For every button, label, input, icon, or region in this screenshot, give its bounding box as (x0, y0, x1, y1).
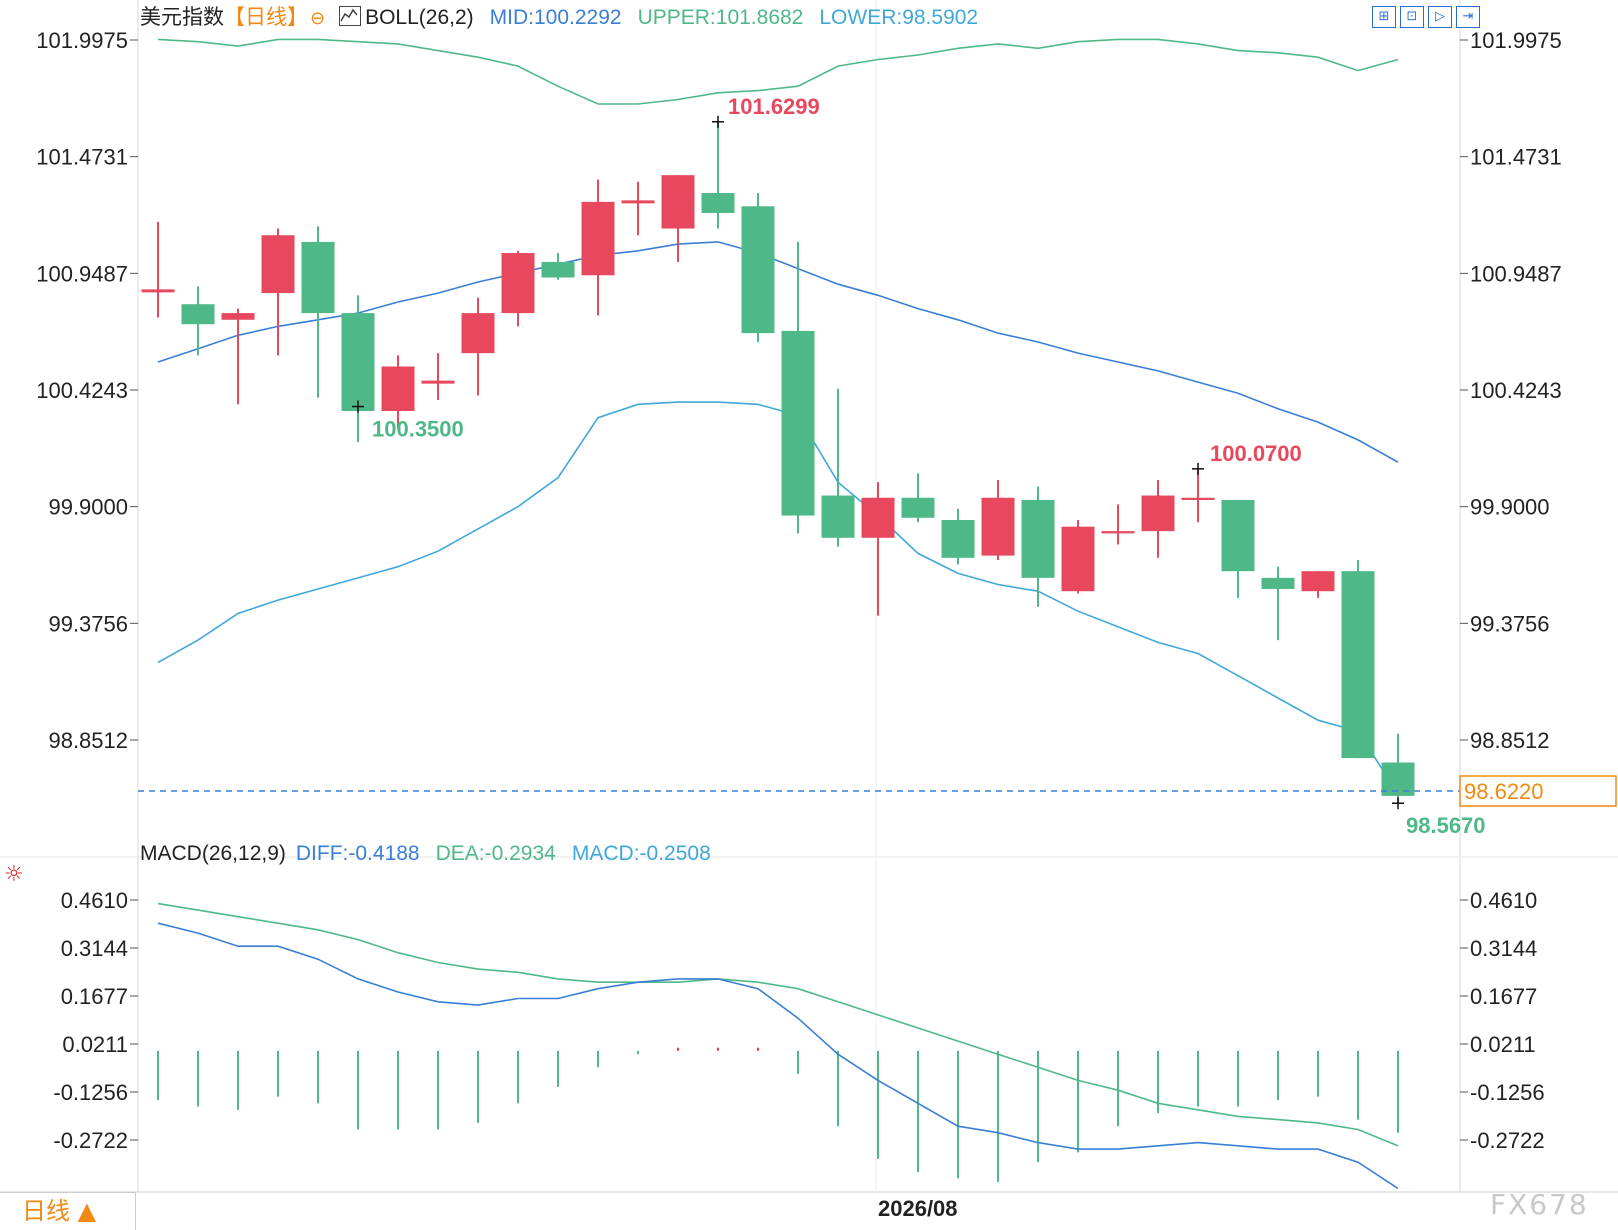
candle-body (1141, 495, 1175, 532)
macd-y-axis: 0.4610 0.4610 0.3144 0.3144 0.1677 0.1677 0.02… (53, 888, 1544, 1153)
candle-body (1381, 762, 1415, 796)
last-price-tag (1459, 775, 1617, 807)
candle-body (581, 201, 615, 276)
y-tick-label: -0.1256 (1470, 1080, 1545, 1105)
y-tick-label: 0.4610 (61, 888, 128, 913)
chart-frame (0, 0, 1618, 1193)
y-tick-label: -0.2722 (1470, 1128, 1545, 1153)
y-tick-label: 0.0211 (1470, 1032, 1536, 1057)
candle-body (781, 330, 815, 516)
candle-body (341, 313, 375, 411)
candle-body (981, 497, 1015, 556)
y-tick-label: -0.2722 (53, 1128, 128, 1153)
annotation-label: 100.3500 (372, 417, 464, 442)
price-annotations: 98.6220 101.6299 100.3500 100.0700 98.5670 (138, 94, 1617, 838)
candle-body (941, 520, 975, 558)
y-tick-label: 0.0211 (62, 1032, 128, 1057)
period-button[interactable]: 日线 ▲ (0, 1192, 136, 1230)
boll-mid-value: MID:100.2292 (489, 6, 622, 29)
candle-body (861, 497, 895, 538)
y-tick-label: 100.9487 (36, 261, 128, 286)
boll-header: 美元指数【日线】 ⊖ BOLL(26,2) MID:100.2292 UPPER:101… (140, 6, 994, 31)
candle-body (381, 366, 415, 411)
play-end-icon[interactable]: ⇥ (1456, 6, 1480, 28)
dea-line (157, 902, 1399, 1147)
candles (141, 121, 1415, 803)
candle-body (261, 235, 295, 294)
step-forward-icon[interactable]: ▷ (1428, 6, 1452, 28)
period-switch-icon[interactable]: ⊖ (310, 8, 326, 29)
y-tick-label: 100.4243 (36, 378, 128, 403)
y-tick-label: 0.1677 (1470, 984, 1537, 1009)
indicator-chart-icon (340, 8, 358, 22)
y-tick-label: 99.9000 (1470, 495, 1550, 520)
candle-body (1021, 499, 1055, 578)
boll-lower-line (157, 401, 1399, 795)
last-price-label: 98.6220 (1464, 779, 1544, 804)
boll-upper-value: UPPER:101.8682 (637, 6, 804, 29)
candle-body (741, 206, 775, 334)
y-tick-label: 100.9487 (1470, 261, 1562, 286)
fit-icon[interactable]: ⊞ (1372, 6, 1396, 28)
boll-lines (157, 38, 1399, 795)
macd-diff-value: DIFF:-0.4188 (295, 842, 420, 865)
boll-label: BOLL(26,2) (365, 6, 474, 29)
candle-body (541, 261, 575, 278)
candle-body (901, 497, 935, 518)
candle-body (1101, 531, 1135, 534)
period-tag[interactable]: 【日线】 (224, 6, 308, 29)
macd-header: MACD(26,12,9) DIFF:-0.4188 DEA:-0.2934 MACD… (140, 842, 727, 866)
candle-body (1301, 571, 1335, 592)
boll-mid-line (157, 241, 1399, 463)
y-tick-label: -0.1256 (53, 1080, 128, 1105)
y-tick-label: 100.4243 (1470, 378, 1562, 403)
candle-body (301, 241, 335, 314)
watermark: FX678 (1490, 1188, 1589, 1221)
candle-body (1181, 497, 1215, 500)
instrument-name: 美元指数 (140, 6, 224, 29)
annotation-label: 98.5670 (1406, 813, 1486, 838)
chart-toolbar: ⊞ ⊡ ▷ ⇥ (1372, 6, 1480, 28)
candle-body (501, 253, 535, 314)
y-tick-label: 0.3144 (1470, 936, 1537, 961)
diff-line (157, 922, 1399, 1190)
y-tick-label: 0.4610 (1470, 888, 1537, 913)
y-tick-label: 98.8512 (48, 728, 128, 753)
candle-body (221, 313, 255, 320)
candle-body (701, 192, 735, 213)
indicator-icon[interactable] (339, 6, 362, 26)
annotation-label: 100.0700 (1210, 441, 1302, 466)
candle-body (1061, 526, 1095, 592)
boll-lower-value: LOWER:98.5902 (819, 6, 979, 29)
x-tick-label: 2026/08 (878, 1196, 958, 1221)
y-tick-label: 99.3756 (1470, 611, 1550, 636)
y-tick-label: 101.4731 (1470, 145, 1562, 170)
candle-body (661, 175, 695, 229)
y-tick-label: 98.8512 (1470, 728, 1550, 753)
settings-gear-icon[interactable]: ☼ (4, 862, 24, 887)
macd-dea-value: DEA:-0.2934 (435, 842, 556, 865)
zoom-in-icon[interactable]: ⊡ (1400, 6, 1424, 28)
candle-body (1261, 577, 1295, 589)
y-tick-label: 101.9975 (1470, 28, 1562, 53)
y-tick-label: 0.3144 (61, 936, 128, 961)
macd-macd-value: MACD:-0.2508 (571, 842, 711, 865)
boll-upper-line (157, 38, 1399, 105)
main-y-axis: 101.9975 101.9975 101.4731 101.4731 100.9487… (36, 28, 1562, 753)
annotation-label: 101.6299 (728, 94, 820, 119)
x-axis: 2026/08 (878, 1196, 958, 1221)
candle-body (181, 304, 215, 325)
y-tick-label: 101.9975 (36, 28, 128, 53)
candle-body (1341, 571, 1375, 759)
candle-body (461, 313, 495, 354)
candle-body (1221, 499, 1255, 572)
macd-label: MACD(26,12,9) (140, 842, 286, 865)
y-tick-label: 99.3756 (48, 611, 128, 636)
y-tick-label: 101.4731 (36, 145, 128, 170)
y-tick-label: 0.1677 (61, 984, 128, 1009)
candle-body (821, 495, 855, 538)
y-tick-label: 99.9000 (48, 495, 128, 520)
macd-series (157, 902, 1399, 1190)
